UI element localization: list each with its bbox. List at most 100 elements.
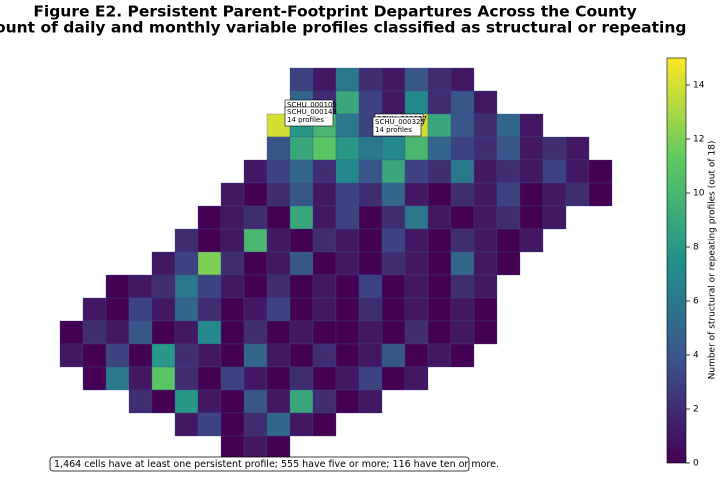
map-cell <box>197 389 222 414</box>
map-cell <box>266 320 291 345</box>
map-cell <box>381 159 406 184</box>
map-cell <box>312 67 337 92</box>
map-cell <box>220 228 245 253</box>
map-cell <box>404 136 429 161</box>
map-cell <box>220 297 245 322</box>
map-cell <box>519 136 544 161</box>
map-cell <box>128 389 153 414</box>
colorbar-tick-label: 0 <box>693 459 699 469</box>
map-cell <box>565 159 590 184</box>
map-cell <box>289 228 314 253</box>
map-cell <box>243 389 268 414</box>
map-cell <box>358 136 383 161</box>
map-cell <box>151 343 176 368</box>
colorbar-tick-label: 4 <box>693 351 699 361</box>
map-cell <box>197 274 222 299</box>
map-cell <box>174 366 199 391</box>
map-cell <box>427 90 452 115</box>
map-cell <box>105 320 130 345</box>
map-cell <box>473 251 498 276</box>
map-cell <box>312 320 337 345</box>
map-cell <box>220 320 245 345</box>
map-cell <box>289 343 314 368</box>
map-cell <box>174 297 199 322</box>
map-cell <box>358 343 383 368</box>
map-cell <box>404 182 429 207</box>
map-cell <box>335 320 360 345</box>
map-cell <box>174 274 199 299</box>
map-cell <box>473 90 498 115</box>
map-cell <box>266 205 291 230</box>
map-cell <box>381 343 406 368</box>
annotation-box <box>372 116 422 137</box>
map-cell <box>59 343 84 368</box>
colorbar-tick-label: 6 <box>693 297 699 307</box>
colorbar-label: Number of structural or repeating profil… <box>708 141 718 380</box>
map-cell <box>266 343 291 368</box>
map-cell <box>335 159 360 184</box>
map-cell <box>427 113 452 138</box>
map-cell <box>289 389 314 414</box>
map-cell <box>496 136 521 161</box>
colorbar-tick-label: 2 <box>693 405 699 415</box>
map-cell <box>243 320 268 345</box>
map-cell <box>381 205 406 230</box>
annotation-text: SCHU_000105 <box>287 101 337 109</box>
map-cell <box>450 136 475 161</box>
chart-title: Figure E2. Persistent Parent-Footprint D… <box>33 3 636 21</box>
map-cell <box>312 366 337 391</box>
annotation-text: 14 profiles <box>287 116 324 124</box>
map-cell <box>404 297 429 322</box>
map-cell <box>289 205 314 230</box>
map-cell <box>358 297 383 322</box>
colorbar-axis: 0 2 4 6 8 10 12 14 <box>686 81 705 469</box>
map-cell <box>404 205 429 230</box>
map-cell <box>381 67 406 92</box>
map-cell <box>335 205 360 230</box>
map-cell <box>82 320 107 345</box>
map-cell <box>404 320 429 345</box>
map-cell <box>496 205 521 230</box>
map-cell <box>266 412 291 437</box>
map-cell <box>289 320 314 345</box>
map-cell <box>312 297 337 322</box>
map-cell <box>473 205 498 230</box>
map-cell <box>542 159 567 184</box>
map-cell <box>197 343 222 368</box>
map-cell <box>519 159 544 184</box>
map-cell <box>473 320 498 345</box>
map-cell <box>404 90 429 115</box>
map-cell <box>404 274 429 299</box>
map-cell <box>174 251 199 276</box>
map-cell <box>427 274 452 299</box>
annotation-text: SCHU_000325 <box>375 118 425 126</box>
map-cell <box>381 274 406 299</box>
map-cell <box>128 320 153 345</box>
map-cell <box>381 297 406 322</box>
map-cell <box>105 343 130 368</box>
map-cell <box>335 251 360 276</box>
annotation-text: 14 profiles <box>375 126 412 134</box>
map-cell <box>243 205 268 230</box>
map-cell <box>450 343 475 368</box>
map-cell <box>381 366 406 391</box>
map-cell <box>289 251 314 276</box>
map-cell <box>450 297 475 322</box>
colorbar-tick-label: 10 <box>693 189 705 199</box>
map-cell <box>266 182 291 207</box>
map-cell <box>174 343 199 368</box>
map-cell <box>427 228 452 253</box>
map-cell <box>473 182 498 207</box>
map-cell <box>358 205 383 230</box>
footnote: 1,464 cells have at least one persistent… <box>54 459 499 470</box>
map-cell <box>128 343 153 368</box>
map-cell <box>404 159 429 184</box>
map-cell <box>220 274 245 299</box>
map-cell <box>519 228 544 253</box>
map-cell <box>381 136 406 161</box>
map-cell <box>220 182 245 207</box>
map-cell <box>266 251 291 276</box>
map-cell <box>358 366 383 391</box>
map-cell <box>174 228 199 253</box>
